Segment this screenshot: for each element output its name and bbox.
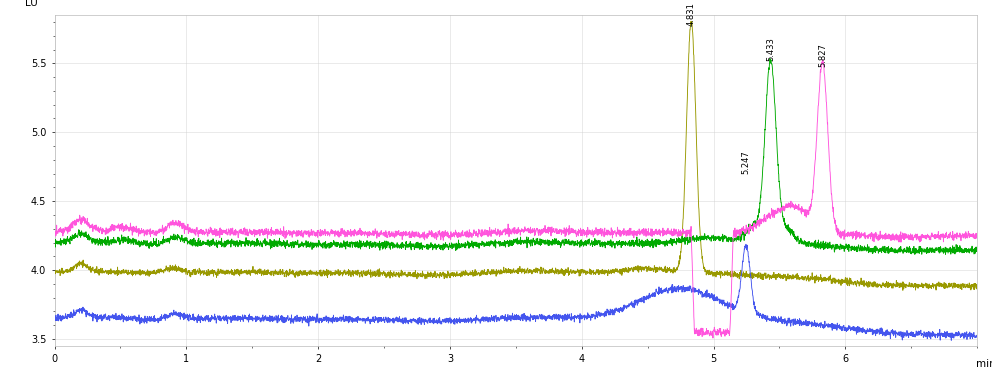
Text: 5.247: 5.247 — [742, 150, 751, 174]
Text: 5.433: 5.433 — [766, 37, 775, 61]
X-axis label: min: min — [976, 359, 992, 369]
Text: 5.827: 5.827 — [818, 44, 827, 67]
Y-axis label: LU: LU — [25, 0, 38, 8]
Text: 4.831: 4.831 — [686, 2, 695, 26]
